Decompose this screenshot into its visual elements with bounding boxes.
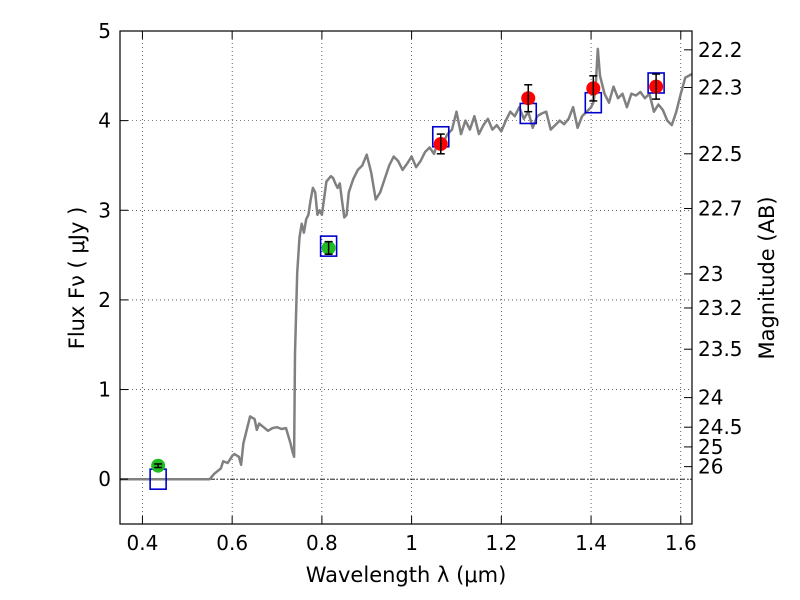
- x-tick-label: 1: [405, 531, 418, 555]
- right-tick-label: 23: [698, 262, 723, 286]
- x-tick-label: 0.8: [306, 531, 338, 555]
- right-tick-label: 23.5: [698, 337, 743, 361]
- model-layer: [149, 72, 665, 490]
- right-tick-label: 24: [698, 386, 723, 410]
- right-tick-label: 25: [698, 435, 723, 459]
- x-tick-label: 0.6: [216, 531, 248, 555]
- y-tick-label: 4: [98, 109, 111, 133]
- right-axis-label: Magnitude (AB): [755, 196, 779, 359]
- right-tick-label: 22.2: [698, 38, 743, 62]
- y-tick-label: 3: [98, 198, 111, 222]
- y-tick-label: 5: [98, 19, 111, 43]
- right-tick-label: 26: [698, 455, 723, 479]
- y-tick-label: 2: [98, 288, 111, 312]
- grid-layer: [120, 30, 692, 524]
- right-tick-label: 23.2: [698, 296, 743, 320]
- right-tick-label: 22.3: [698, 75, 743, 99]
- plot-frame: [119, 30, 693, 525]
- x-axis-label: Wavelength λ (μm): [306, 563, 507, 587]
- x-tick-label: 1.2: [485, 531, 517, 555]
- y-tick-label: 0: [98, 467, 111, 491]
- y-axis-label: Flux Fν ( μJy ): [65, 207, 89, 350]
- ticks-layer: 0.4 0.6 0.8 1 1.2 1.4 1.601234522.222.322.522.…: [98, 19, 742, 555]
- right-tick-label: 22.5: [698, 142, 743, 166]
- x-tick-label: 1.6: [665, 531, 697, 555]
- model-point: [319, 235, 338, 257]
- right-tick-label: 22.7: [698, 196, 743, 220]
- x-tick-label: 1.4: [575, 531, 607, 555]
- x-tick-label: 0.4: [127, 531, 159, 555]
- observed-layer: [151, 73, 664, 473]
- spectrum-line: [120, 47, 693, 481]
- right-tick-label: 24.5: [698, 415, 743, 439]
- y-tick-label: 1: [98, 378, 111, 402]
- spectrum-layer: [120, 47, 693, 481]
